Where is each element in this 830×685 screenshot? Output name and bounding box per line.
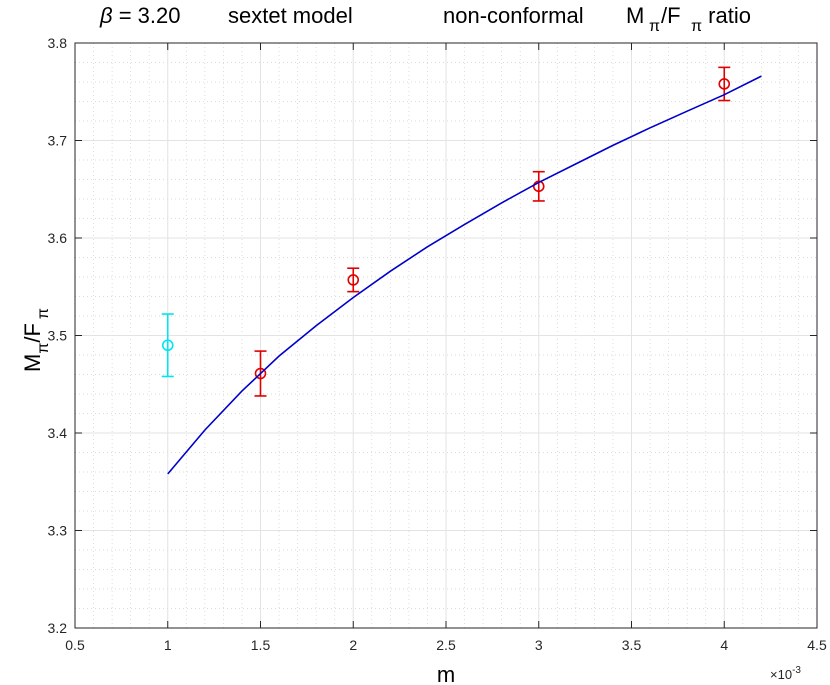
x-tick-label: 4.5 <box>807 637 827 653</box>
data-point <box>347 267 360 293</box>
x-tick-label: 3 <box>535 637 543 653</box>
data-point <box>532 170 545 202</box>
x-tick-label: 4 <box>720 637 728 653</box>
y-tick-label: 3.6 <box>48 230 68 246</box>
x-tick-label: 0.5 <box>65 637 85 653</box>
y-tick-label: 3.4 <box>48 425 68 441</box>
x-tick-label: 1.5 <box>251 637 271 653</box>
y-tick-label: 3.3 <box>48 523 68 539</box>
major-grid <box>74 42 818 629</box>
data-marker <box>347 274 360 286</box>
data-marker <box>161 339 174 352</box>
x-tick-labels: 0.5 1 1.5 2 2.5 3 3.5 4 4.5 <box>65 637 827 653</box>
x-axis-label: m <box>437 662 455 685</box>
x-tick-label: 2 <box>349 637 357 653</box>
fit-curve <box>167 75 762 475</box>
data-marker <box>718 78 731 90</box>
y-tick-label: 3.5 <box>48 328 68 344</box>
y-tick-label: 3.8 <box>48 35 68 51</box>
y-tick-labels: 3.2 3.3 3.4 3.5 3.6 3.7 3.8 <box>48 35 68 636</box>
data-marker <box>254 367 267 380</box>
x-tick-label: 2.5 <box>436 637 456 653</box>
data-point <box>161 313 174 378</box>
series-layer <box>161 66 762 475</box>
y-tick-label: 3.2 <box>48 620 68 636</box>
x-axis-exponent: ×10-3 <box>770 665 801 682</box>
data-marker <box>532 180 545 193</box>
x-tick-label: 3.5 <box>622 637 642 653</box>
x-tick-label: 1 <box>164 637 172 653</box>
tick-marks <box>74 42 818 629</box>
y-tick-label: 3.7 <box>48 133 68 149</box>
y-axis-label: Mπ/Fπ <box>20 308 52 372</box>
